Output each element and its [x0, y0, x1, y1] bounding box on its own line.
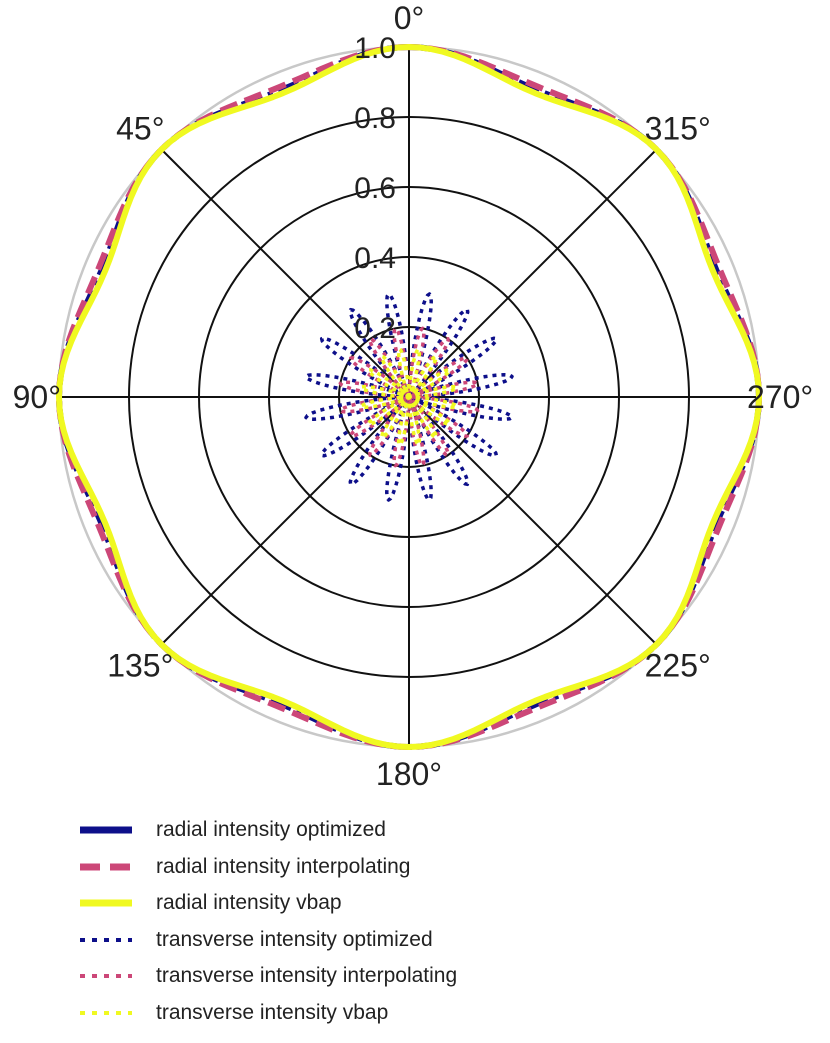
- legend-item: radial intensity optimized: [78, 812, 457, 849]
- angle-tick-label: 180°: [376, 756, 442, 792]
- tick-labels: 0.2 0.4 0.6 0.8 1.00° 45° 90° 135° 180° 225° 270° 3…: [13, 0, 814, 792]
- angle-tick-label: 45°: [116, 110, 164, 146]
- radial-tick-label: 0.4: [354, 242, 396, 275]
- legend-item: transverse intensity interpolating: [78, 958, 457, 995]
- legend-label: radial intensity interpolating: [156, 854, 411, 878]
- angular-gridline: [408, 148, 658, 398]
- radial-tick-label: 0.8: [354, 102, 396, 135]
- legend-swatch: [80, 1010, 132, 1015]
- legend-swatch: [80, 863, 132, 871]
- radial-tick-label: 0.2: [354, 312, 396, 345]
- legend-swatch: [80, 974, 132, 979]
- angular-gridline: [408, 396, 658, 646]
- radial-tick-label: 0.6: [354, 172, 396, 205]
- series-layer: [56, 44, 762, 750]
- angle-tick-label: 225°: [645, 648, 711, 684]
- angle-tick-label: 90°: [13, 379, 61, 415]
- legend-item: transverse intensity vbap: [78, 995, 457, 1032]
- legend-label: radial intensity optimized: [156, 818, 386, 842]
- legend-swatch: [80, 826, 132, 834]
- angular-gridline: [160, 396, 410, 646]
- legend-swatch: [80, 899, 132, 907]
- legend-item: radial intensity interpolating: [78, 849, 457, 886]
- angle-tick-label: 0°: [394, 0, 425, 36]
- legend-swatch: [80, 937, 132, 942]
- polar-chart: 0.2 0.4 0.6 0.8 1.00° 45° 90° 135° 180° 225° 270° 3…: [13, 0, 814, 792]
- legend-item: transverse intensity optimized: [78, 922, 457, 959]
- angular-gridline: [160, 148, 410, 398]
- legend-item: radial intensity vbap: [78, 885, 457, 922]
- legend: radial intensity optimized radial intensi…: [78, 812, 457, 1031]
- series-radial-intensity-vbap: [56, 44, 762, 750]
- legend-label: transverse intensity vbap: [156, 1000, 389, 1024]
- angle-tick-label: 315°: [645, 110, 711, 146]
- series-transverse-intensity-vbap: [359, 347, 459, 447]
- legend-label: transverse intensity interpolating: [156, 964, 458, 988]
- legend-label: transverse intensity optimized: [156, 927, 433, 951]
- radial-tick-label: 1.0: [354, 32, 396, 65]
- legend-label: radial intensity vbap: [156, 891, 342, 915]
- angle-tick-label: 270°: [747, 379, 813, 415]
- angle-tick-label: 135°: [107, 648, 173, 684]
- series-radial-intensity-interpolating: [56, 44, 762, 750]
